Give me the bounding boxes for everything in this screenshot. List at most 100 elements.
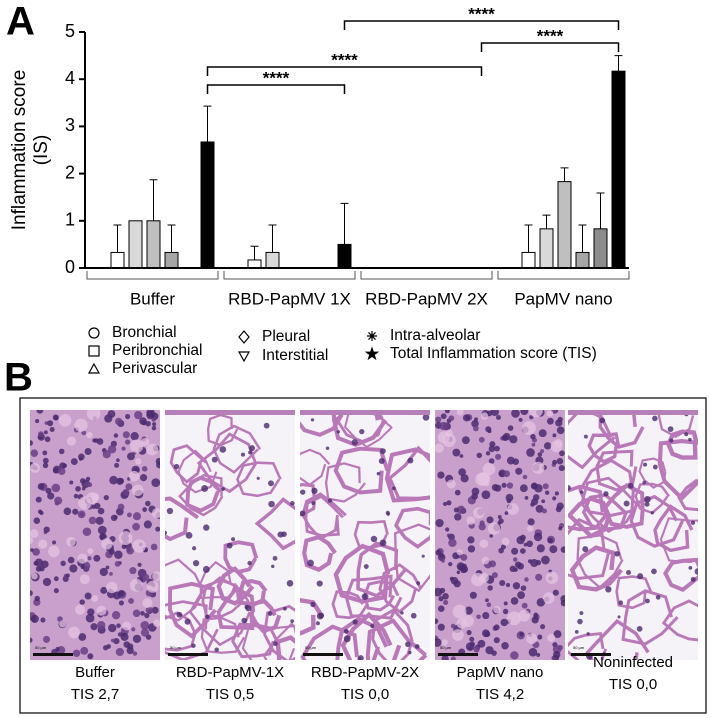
nucleus xyxy=(582,546,589,553)
nucleus xyxy=(192,559,200,567)
nucleus xyxy=(97,620,106,630)
nucleus xyxy=(100,586,108,594)
x-tick-label: Buffer xyxy=(130,289,175,308)
alveolar-wall xyxy=(199,560,237,600)
nucleus xyxy=(560,546,565,553)
nucleus xyxy=(286,580,294,587)
bar xyxy=(128,220,143,269)
nucleus xyxy=(311,487,318,494)
nucleus xyxy=(536,598,546,607)
significance-label: **** xyxy=(331,50,358,69)
alveolar-wall xyxy=(216,586,256,631)
cell xyxy=(507,503,519,515)
nucleus xyxy=(405,641,411,648)
nucleus xyxy=(542,483,549,490)
nucleus xyxy=(315,621,320,626)
nucleus xyxy=(79,599,85,605)
cell xyxy=(132,484,144,497)
nucleus xyxy=(487,585,493,591)
nucleus xyxy=(471,420,479,428)
nucleus xyxy=(437,623,445,631)
nucleus xyxy=(439,421,448,431)
scale-bar-label: 50 µm xyxy=(440,645,452,650)
nucleus xyxy=(533,612,539,618)
nucleus xyxy=(456,570,461,575)
cell xyxy=(445,429,453,437)
legend-label: Interstitial xyxy=(262,347,328,364)
alveolar-wall xyxy=(602,483,645,529)
nucleus xyxy=(131,627,136,632)
nucleus xyxy=(132,512,142,521)
pleura xyxy=(165,410,295,415)
cell xyxy=(118,531,133,546)
image-label: Buffer xyxy=(75,664,115,681)
nucleus xyxy=(586,632,590,636)
nucleus xyxy=(226,542,233,549)
nucleus xyxy=(452,448,461,457)
nucleus xyxy=(85,613,95,623)
image-label: Noninfected xyxy=(593,654,673,671)
cell xyxy=(58,414,72,427)
nucleus xyxy=(509,565,517,573)
error-bar xyxy=(268,224,277,253)
nucleus xyxy=(493,637,500,644)
nucleus xyxy=(96,438,104,445)
nucleus xyxy=(506,456,515,465)
y-tick-label: 5 xyxy=(65,21,75,41)
alveolar-wall xyxy=(169,444,207,484)
nucleus xyxy=(485,451,491,456)
nucleus xyxy=(97,507,105,515)
nucleus xyxy=(122,431,130,439)
nucleus xyxy=(605,586,612,593)
nucleus xyxy=(467,545,476,553)
error-bar xyxy=(149,179,158,221)
nucleus xyxy=(90,623,98,631)
cell xyxy=(86,410,101,421)
nucleus xyxy=(139,474,148,482)
nucleus xyxy=(91,504,96,509)
nucleus xyxy=(618,600,624,606)
nucleus xyxy=(310,601,316,608)
nucleus xyxy=(642,480,647,485)
nucleus xyxy=(684,432,689,437)
nucleus xyxy=(603,491,609,497)
nucleus xyxy=(32,548,40,556)
nucleus xyxy=(128,598,135,604)
nucleus xyxy=(526,540,533,548)
nucleus xyxy=(42,462,49,469)
nucleus xyxy=(559,450,565,457)
nucleus xyxy=(531,616,539,624)
nucleus xyxy=(130,431,139,441)
alveolar-wall xyxy=(300,482,317,517)
nucleus xyxy=(113,433,119,438)
nucleus xyxy=(30,548,34,552)
nucleus xyxy=(116,623,121,628)
nucleus xyxy=(515,467,523,475)
nucleus xyxy=(552,589,559,596)
nucleus xyxy=(109,571,113,576)
bar xyxy=(557,181,572,269)
alveolar-wall xyxy=(206,413,239,447)
nucleus xyxy=(502,608,509,615)
legend-marker xyxy=(87,362,101,374)
significance-bracket xyxy=(480,42,620,52)
alveolar-wall xyxy=(196,432,258,494)
nucleus xyxy=(33,517,41,525)
nucleus xyxy=(221,487,225,491)
nucleus xyxy=(60,560,66,567)
nucleus xyxy=(95,516,104,525)
nucleus xyxy=(392,486,396,491)
nucleus xyxy=(491,650,497,656)
nucleus xyxy=(144,612,150,619)
nucleus xyxy=(75,486,81,492)
nucleus xyxy=(623,500,630,507)
y-axis-label: (IS) xyxy=(31,135,52,166)
nucleus xyxy=(230,537,236,542)
significance-bracket xyxy=(343,20,620,30)
panel-label: B xyxy=(4,356,33,400)
nucleus xyxy=(67,556,75,564)
nucleus xyxy=(530,502,535,507)
nucleus xyxy=(524,577,529,582)
nucleus xyxy=(497,515,502,519)
